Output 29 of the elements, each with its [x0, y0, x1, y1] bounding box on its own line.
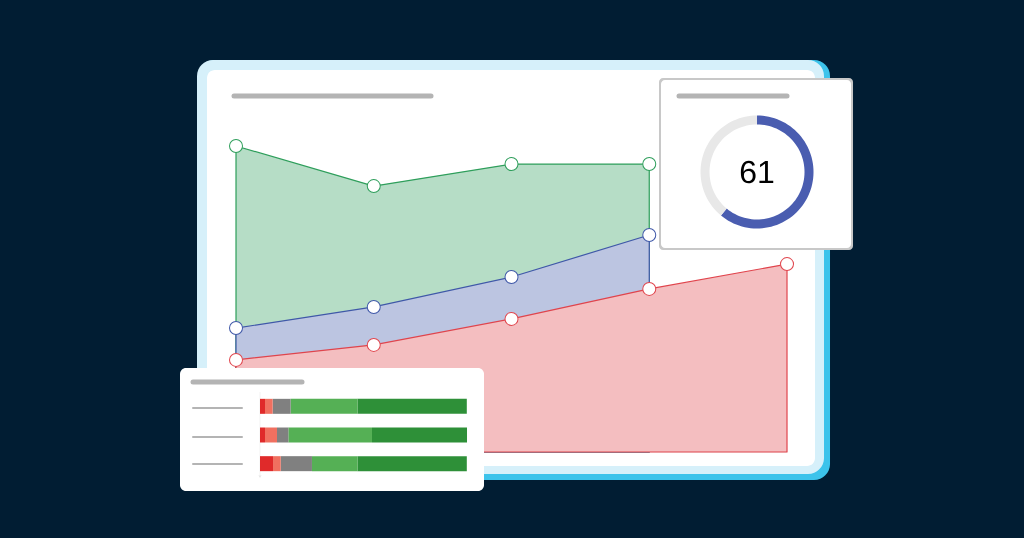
point: [642, 157, 657, 172]
bar: [276, 427, 289, 443]
point: [642, 281, 657, 296]
bar: [260, 456, 274, 472]
bar: [288, 427, 372, 443]
point: [642, 228, 657, 243]
bar: [264, 398, 273, 414]
bar: [357, 398, 467, 414]
data-label: 61: [740, 160, 774, 184]
bar: [264, 427, 277, 443]
bar: [280, 456, 312, 472]
bar: [290, 398, 358, 414]
point: [366, 337, 381, 352]
point: [229, 138, 244, 153]
bar: [272, 398, 291, 414]
point: [504, 311, 519, 326]
bar: [371, 427, 468, 443]
bar: [273, 456, 281, 472]
bar: [260, 398, 265, 414]
point: [504, 269, 519, 284]
point: [229, 321, 244, 336]
bar: [260, 427, 265, 443]
point: [780, 257, 795, 272]
point: [229, 352, 244, 367]
bar: [357, 456, 467, 472]
point: [366, 179, 381, 194]
point: [366, 299, 381, 314]
point: [504, 157, 519, 172]
bar: [311, 456, 358, 472]
